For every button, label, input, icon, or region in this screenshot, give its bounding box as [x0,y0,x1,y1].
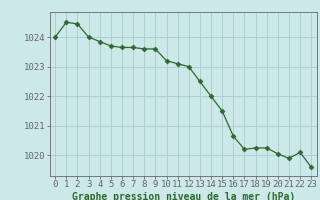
X-axis label: Graphe pression niveau de la mer (hPa): Graphe pression niveau de la mer (hPa) [72,192,295,200]
